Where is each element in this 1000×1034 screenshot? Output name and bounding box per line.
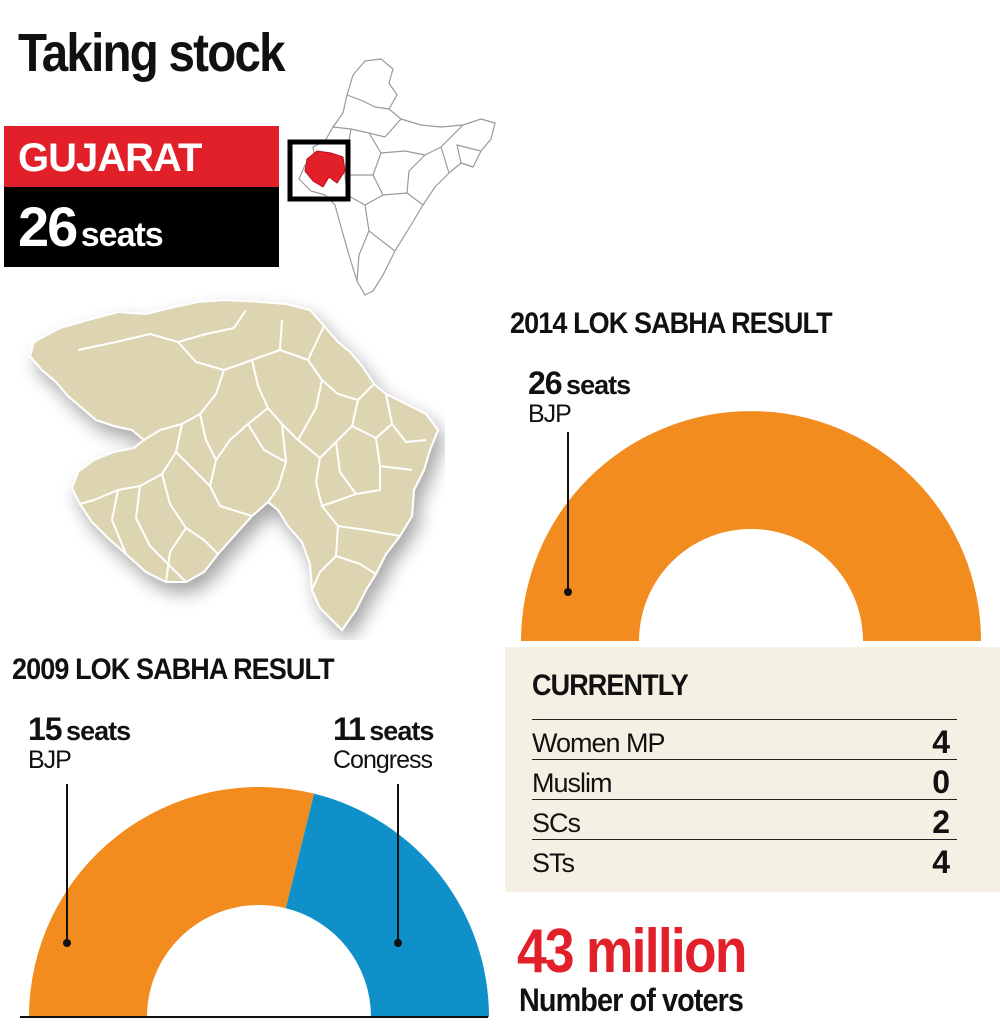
chart-2014-semicircle	[521, 411, 981, 641]
currently-row: Muslim 0	[532, 759, 957, 800]
chart-2009-bjp-unit: seats	[66, 716, 131, 746]
currently-panel: CURRENTLY Women MP 4 Muslim 0 SCs 2 STs …	[505, 647, 1000, 892]
donut-segment-bjp	[29, 787, 315, 1017]
chart-2009-bjp-party: BJP	[28, 746, 72, 774]
state-name: GUJARAT	[4, 126, 279, 187]
currently-row-value: 0	[932, 764, 950, 800]
chart-2009-congress-unit: seats	[369, 716, 434, 746]
pointer-dot	[394, 939, 402, 947]
currently-title: CURRENTLY	[532, 669, 689, 702]
page-title: Taking stock	[18, 23, 286, 83]
state-seats-number: 26	[18, 195, 78, 258]
pointer-dot	[564, 588, 572, 596]
chart-2014-bjp-seats: 26	[528, 365, 563, 401]
state-seats-unit: seats	[80, 216, 164, 254]
currently-row-label: SCs	[532, 808, 581, 838]
chart-2014-bjp-unit: seats	[566, 370, 631, 400]
state-seats: 26 seats	[4, 187, 279, 267]
pointer-dot	[63, 939, 71, 947]
chart-2009-bjp-seats: 15	[28, 711, 63, 747]
currently-row-label: Muslim	[532, 768, 612, 798]
currently-row-label: STs	[532, 848, 575, 878]
chart-2009-title: 2009 LOK SABHA RESULT	[12, 653, 335, 686]
chart-2009-label-congress: 11 seats Congress	[333, 711, 434, 774]
donut-segment-congress	[285, 793, 489, 1017]
currently-row: SCs 2	[532, 799, 957, 840]
currently-row-label: Women MP	[532, 728, 666, 758]
donut-segment-bjp	[521, 411, 981, 641]
india-map-icon	[287, 58, 496, 296]
currently-row-value: 4	[932, 724, 950, 760]
voters-label: Number of voters	[519, 982, 744, 1018]
chart-2014-title: 2014 LOK SABHA RESULT	[510, 307, 833, 340]
chart-2014-bjp-party: BJP	[528, 400, 572, 428]
currently-row: Women MP 4	[532, 719, 957, 760]
gujarat-district-map-icon	[28, 298, 440, 632]
chart-2009-label-bjp: 15 seats BJP	[28, 711, 131, 774]
chart-2009-congress-seats: 11	[333, 711, 366, 747]
currently-row-value: 4	[932, 844, 950, 880]
state-summary-box: GUJARAT 26 seats	[4, 126, 279, 267]
currently-row: STs 4	[532, 839, 957, 880]
chart-2014-label-bjp: 26 seats BJP	[528, 365, 631, 428]
voters-count: 43 million	[517, 917, 747, 986]
chart-2009-congress-party: Congress	[333, 746, 433, 774]
currently-row-value: 2	[932, 804, 950, 840]
chart-2009-semicircle	[20, 784, 489, 1018]
